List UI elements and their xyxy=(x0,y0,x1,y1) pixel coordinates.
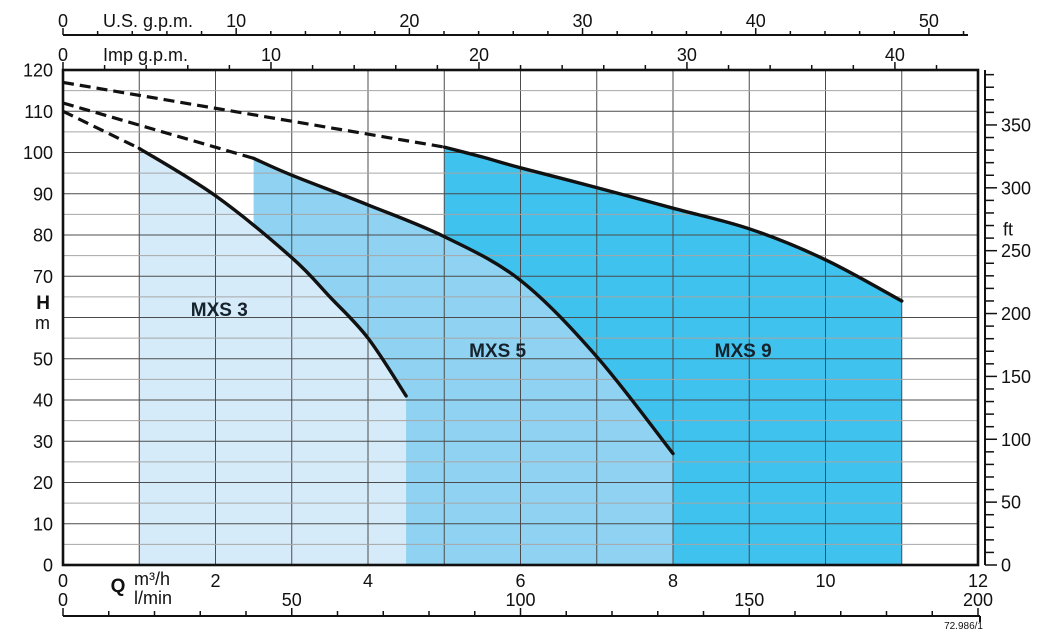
flow-lmin-tick-label: 200 xyxy=(963,590,993,610)
flow-lmin-tick-label: 50 xyxy=(282,590,302,610)
imp-gpm-tick-label: 40 xyxy=(885,45,905,65)
dashed-extension-mxs-9 xyxy=(62,80,445,149)
dashed-extension-mxs-3 xyxy=(62,109,140,150)
flow-lmin-tick-label: 150 xyxy=(734,590,764,610)
head-ft-tick-label: 100 xyxy=(1001,430,1031,450)
flow-m3h-tick-label: 4 xyxy=(363,571,373,591)
curve-mxs-3 xyxy=(137,146,408,398)
head-m-tick-label: 30 xyxy=(33,432,53,452)
flow-m3h-tick-label: 2 xyxy=(210,571,220,591)
head-m-tick-label: 110 xyxy=(24,102,53,122)
series-label-mxs-5: MXS 5 xyxy=(469,341,526,362)
curve-mxs-9 xyxy=(442,145,904,303)
head-ft-axis-unit: ft xyxy=(1003,219,1013,239)
axis-bottom-lmin: 0 50 100 150 200 xyxy=(58,590,993,622)
imp-gpm-tick-label: 30 xyxy=(677,45,697,65)
us-gpm-tick-label: 10 xyxy=(226,11,246,31)
head-ft-tick-label: 150 xyxy=(1001,367,1031,387)
flow-axis-label: Q xyxy=(111,576,126,597)
head-ft-tick-label: 250 xyxy=(1001,241,1031,261)
head-m-tick-label: 80 xyxy=(33,226,53,246)
flow-lmin-tick-label: 100 xyxy=(505,590,535,610)
flow-m3h-tick-label: 6 xyxy=(515,571,525,591)
imp-gpm-axis-unit: Imp g.p.m. xyxy=(103,45,188,65)
flow-m3h-tick-label: 10 xyxy=(815,571,835,591)
head-ft-tick-label: 350 xyxy=(1001,115,1031,135)
head-m-tick-label: 10 xyxy=(33,514,53,534)
axis-top-us-gpm: 0 10 20 30 40 50 U.S. g.p.m. xyxy=(58,11,968,36)
grid xyxy=(63,70,978,565)
flow-m3h-tick-label: 8 xyxy=(668,571,678,591)
curve-mxs-5 xyxy=(251,156,675,456)
axis-bottom-m3h: 0 2 4 6 8 10 12 Q m³/hl/min xyxy=(58,569,988,608)
head-m-tick-label: 20 xyxy=(33,473,53,493)
flow-m3h-tick-label: 0 xyxy=(58,571,68,591)
head-ft-tick-label: 0 xyxy=(1001,556,1011,576)
head-m-tick-label: 40 xyxy=(33,391,53,411)
flow-m3h-tick-label: 12 xyxy=(968,571,988,591)
axis-right-ft: 0 50 100 150 200 250 300 350 ft xyxy=(984,70,1031,576)
imp-gpm-tick-label: 10 xyxy=(261,45,281,65)
us-gpm-tick-label: 20 xyxy=(399,11,419,31)
us-gpm-tick-label: 0 xyxy=(58,11,68,31)
series-label-mxs-9: MXS 9 xyxy=(715,341,772,362)
head-axis-unit: m xyxy=(35,313,50,333)
head-ft-tick-label: 300 xyxy=(1001,178,1031,198)
us-gpm-tick-label: 40 xyxy=(746,11,766,31)
head-m-tick-label: 90 xyxy=(33,184,53,204)
head-m-tick-label: 70 xyxy=(33,267,53,287)
axis-top-imp-gpm: 0 10 20 30 40 Imp g.p.m. xyxy=(58,45,938,70)
head-ft-tick-label: 200 xyxy=(1001,304,1031,324)
series-curves: MXS 3 MXS 5 MXS 9 xyxy=(62,80,904,456)
imp-gpm-tick-label: 20 xyxy=(469,45,489,65)
head-m-tick-label: 100 xyxy=(23,143,53,163)
us-gpm-axis-unit: U.S. g.p.m. xyxy=(103,11,193,31)
imp-gpm-tick-label: 0 xyxy=(58,45,68,65)
drawing-number-stamp: 72.986/1 xyxy=(944,621,983,632)
us-gpm-tick-label: 30 xyxy=(573,11,593,31)
flow-lmin-tick-label: 0 xyxy=(58,590,68,610)
us-gpm-tick-label: 50 xyxy=(919,11,939,31)
head-m-tick-label: 0 xyxy=(43,556,53,576)
flow-axis-unit-m3h: m³/h xyxy=(134,569,170,589)
flow-axis-unit-lmin: l/min xyxy=(134,588,172,608)
head-m-tick-label: 120 xyxy=(23,61,53,81)
series-label-mxs-3: MXS 3 xyxy=(191,300,248,321)
head-m-tick-label: 50 xyxy=(33,349,53,369)
region-fill-mxs-3 xyxy=(139,148,407,565)
head-axis-label: H xyxy=(36,293,50,314)
head-ft-tick-label: 50 xyxy=(1001,493,1021,513)
